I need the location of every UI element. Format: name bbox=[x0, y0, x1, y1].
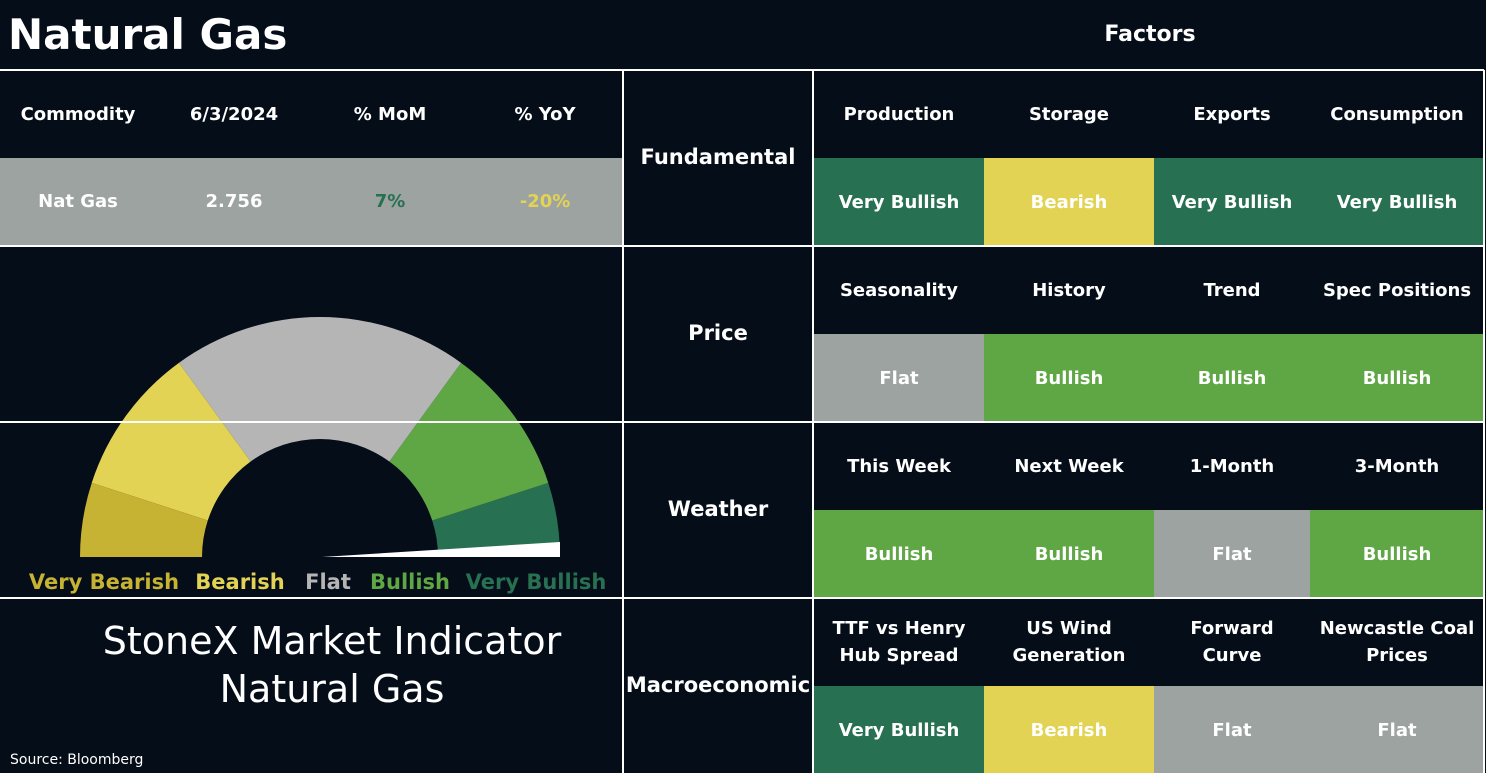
factor-signal: Very Bullish bbox=[814, 158, 984, 246]
table-cell: Nat Gas bbox=[38, 191, 118, 212]
divider bbox=[1483, 70, 1485, 773]
factor-signal: Very Bullish bbox=[1154, 158, 1310, 246]
factor-name: Production bbox=[843, 103, 955, 125]
factor-name: Consumption bbox=[1330, 103, 1464, 125]
factor-signal: Flat bbox=[1310, 686, 1484, 773]
factor-signal: Bullish bbox=[984, 510, 1154, 598]
source-note: Source: Bloomberg bbox=[10, 752, 143, 768]
factor-signal: Bullish bbox=[984, 334, 1154, 422]
factor-name: Storage bbox=[1028, 103, 1110, 125]
gauge-segment bbox=[178, 317, 462, 462]
gauge-segment bbox=[91, 362, 251, 521]
divider bbox=[0, 245, 1484, 247]
factor-name: Next Week bbox=[1014, 455, 1124, 477]
factor-name: Exports bbox=[1193, 103, 1271, 125]
gauge-segment bbox=[432, 482, 560, 557]
factor-signal: Very Bullish bbox=[814, 686, 984, 773]
factor-signal: Flat bbox=[1154, 686, 1310, 773]
factor-name: This Week bbox=[847, 455, 951, 477]
factor-signal: Bullish bbox=[1154, 334, 1310, 422]
divider bbox=[0, 69, 1484, 71]
gauge-segment bbox=[389, 362, 549, 521]
page-title: Natural Gas bbox=[8, 9, 288, 59]
factor-signal: Bearish bbox=[984, 686, 1154, 773]
divider bbox=[0, 597, 1484, 599]
gauge-label: Very Bullish bbox=[466, 570, 607, 594]
table-header: Commodity bbox=[20, 103, 136, 125]
gauge-title: StoneX Market Indicator bbox=[103, 619, 562, 663]
factor-signal: Bullish bbox=[1310, 334, 1484, 422]
factor-group: Macroeconomic bbox=[625, 673, 811, 698]
gauge-label: Bearish bbox=[195, 570, 284, 594]
gauge: StoneX Market Indicator Natural Gas Sour… bbox=[10, 317, 607, 768]
factor-name: Spec Positions bbox=[1322, 279, 1472, 301]
gauge-segment bbox=[80, 482, 208, 557]
factor-group: Weather bbox=[667, 497, 769, 522]
factor-name: History bbox=[1032, 279, 1106, 301]
table-header: % MoM bbox=[353, 103, 427, 125]
factor-group: Fundamental bbox=[640, 145, 796, 170]
factor-name: US Wind Generation bbox=[1012, 618, 1126, 666]
factor-name: 3-Month bbox=[1354, 455, 1440, 477]
gauge-title: Natural Gas bbox=[220, 667, 445, 711]
table-header: 6/3/2024 bbox=[189, 103, 279, 125]
gauge-needle bbox=[322, 542, 560, 557]
divider bbox=[812, 70, 814, 773]
factors-title: Factors bbox=[1104, 21, 1196, 47]
factor-name: Forward Curve bbox=[1190, 618, 1274, 666]
factor-signal: Bearish bbox=[984, 158, 1154, 246]
gauge-label: Flat bbox=[305, 570, 351, 594]
factor-signal: Bullish bbox=[1310, 510, 1484, 598]
factor-name: Seasonality bbox=[839, 279, 959, 301]
gauge-label: Very Bearish bbox=[29, 570, 179, 594]
factor-signal: Flat bbox=[1154, 510, 1310, 598]
factor-name: 1-Month bbox=[1189, 455, 1275, 477]
factor-signal: Flat bbox=[814, 334, 984, 422]
factor-name: TTF vs Henry Hub Spread bbox=[832, 618, 966, 666]
table-cell: 2.756 bbox=[205, 191, 263, 212]
factor-group: Price bbox=[688, 321, 748, 346]
factor-signal: Very Bullish bbox=[1310, 158, 1484, 246]
factor-name: Trend bbox=[1203, 279, 1261, 301]
divider bbox=[0, 245, 622, 247]
divider bbox=[0, 421, 1484, 423]
divider bbox=[622, 70, 624, 773]
table-row-bg bbox=[0, 158, 622, 245]
table-header: % YoY bbox=[514, 103, 576, 125]
factor-signal: Bullish bbox=[814, 510, 984, 598]
table-cell: 7% bbox=[374, 191, 406, 212]
table-cell: -20% bbox=[519, 191, 571, 212]
factor-name: Newcastle Coal Prices bbox=[1319, 618, 1475, 666]
gauge-label: Bullish bbox=[370, 570, 450, 594]
